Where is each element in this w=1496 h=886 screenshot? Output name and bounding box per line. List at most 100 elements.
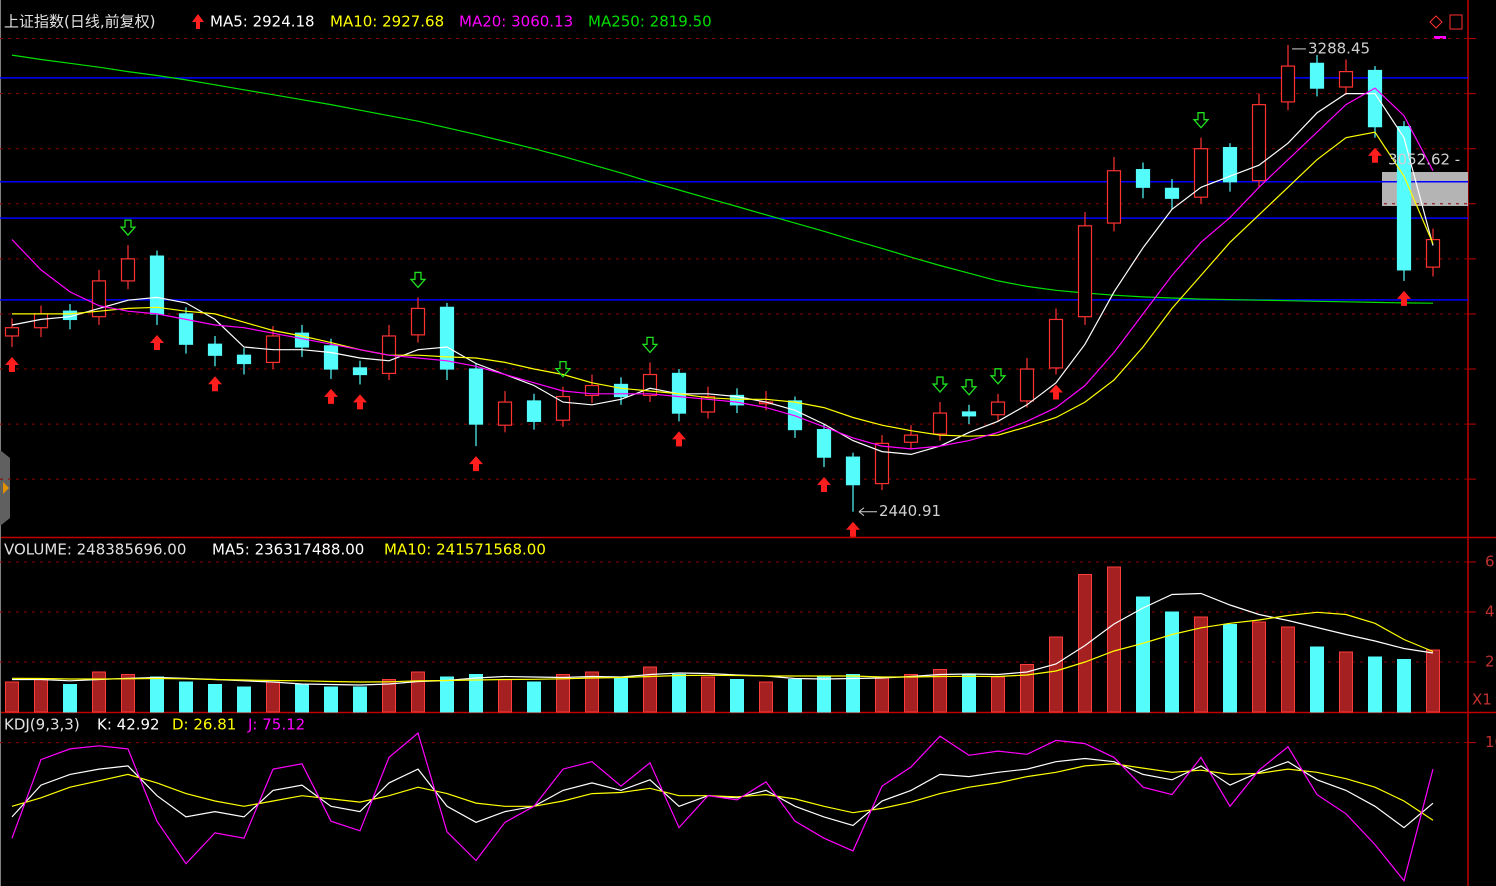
sell-signal: [641, 336, 659, 354]
toolbar-icon[interactable]: [1449, 14, 1463, 30]
sell-signal: [119, 219, 137, 237]
volume-bar: [730, 679, 744, 713]
candle-body: [1425, 238, 1441, 268]
y-unit-label: X1: [1472, 691, 1492, 709]
volume-bar: [5, 681, 19, 713]
buy-signal: [353, 394, 367, 410]
volume-bar: [817, 676, 831, 713]
candle-body: [352, 367, 368, 376]
sell-signal: [409, 271, 427, 289]
candle-body: [584, 384, 600, 397]
buy-signal: [1397, 290, 1411, 306]
candle-body: [1019, 368, 1035, 402]
volume-bar: [933, 669, 947, 713]
volume-bar: [1426, 649, 1440, 713]
volume-bar: [643, 666, 657, 713]
candle-body: [1222, 147, 1238, 183]
sell-signal: [1192, 112, 1210, 129]
volume-bar: [353, 686, 367, 713]
candle-body: [642, 373, 658, 397]
volume-bar: [92, 671, 106, 713]
volume-bar: [179, 681, 193, 713]
sell-signal: [960, 379, 978, 396]
y-tick-label: 2: [1485, 653, 1495, 671]
volume-bar: [1165, 611, 1179, 713]
ma-line: [11, 54, 1434, 304]
candle-body: [468, 368, 484, 425]
volume-bar: [150, 676, 164, 713]
price-highlight-box: [1382, 172, 1468, 206]
toolbar-mark: [1434, 36, 1446, 39]
candle-body: [1106, 170, 1122, 224]
side-tab-arrow: [3, 482, 9, 494]
candle-body: [4, 327, 20, 337]
candle-body: [410, 307, 426, 336]
y-tick-label: 100: [1485, 733, 1496, 751]
volume-bar: [788, 679, 802, 713]
kdj-line: [11, 763, 1434, 821]
candle-body: [1338, 70, 1354, 88]
chart-title: 上证指数(日线,前复权): [4, 13, 155, 31]
volume-bar: [1252, 621, 1266, 713]
volume-bar: [1223, 624, 1237, 713]
volume-bar: [208, 684, 222, 713]
volume-bar: [1368, 656, 1382, 713]
plot-layer: 3288.45 2440.91 3052.62 - 上证指数(日线,前复权) MA5: …: [0, 13, 1496, 883]
candle-body: [729, 394, 745, 406]
legend-entry: MA5: 236317488.00: [212, 541, 364, 559]
legend-entry: MA5: 2924.18: [210, 13, 315, 31]
candle-body: [932, 412, 948, 435]
candle-body: [323, 345, 339, 370]
volume-bar: [324, 686, 338, 713]
volume-bar: [121, 674, 135, 713]
legend-entry: MA250: 2819.50: [588, 13, 712, 31]
candle-body: [207, 343, 223, 356]
panel-title: KDJ(9,3,3): [4, 716, 80, 734]
high-annotation: 3288.45: [1308, 39, 1370, 57]
buy-signal: [208, 376, 222, 392]
volume-bar: [585, 671, 599, 713]
volume-bar: [1281, 626, 1295, 713]
buy-signal: [817, 477, 831, 493]
buy-signal: [5, 356, 19, 372]
legend-entry: K: 42.92: [97, 716, 160, 734]
candle-body: [700, 395, 716, 413]
candle-body: [874, 442, 890, 485]
header-arrow: [192, 14, 204, 29]
candle-body: [903, 434, 919, 443]
candle-body: [990, 401, 1006, 416]
volume-bar: [295, 684, 309, 713]
volume-bar: [237, 686, 251, 713]
candle-body: [1396, 126, 1412, 271]
sell-signal: [989, 368, 1007, 385]
candle-body: [497, 401, 513, 426]
toolbar-icon[interactable]: [1429, 15, 1443, 29]
volume-ma-line: [11, 611, 1434, 683]
buy-signal: [846, 521, 860, 537]
volume-bar: [1194, 616, 1208, 713]
low-annotation: 2440.91: [879, 502, 941, 520]
y-tick-label: 4: [1485, 603, 1495, 621]
candle-body: [120, 258, 136, 282]
legend-entry: MA20: 3060.13: [459, 13, 573, 31]
ma-line: [11, 93, 1434, 456]
volume-bar: [411, 671, 425, 713]
volume-bar: [527, 681, 541, 713]
candle-body: [961, 411, 977, 417]
candle-body: [816, 429, 832, 458]
buy-signal: [1368, 147, 1382, 163]
volume-ma-line: [12, 592, 1434, 686]
buy-signal: [1049, 384, 1063, 400]
volume-bar: [875, 676, 889, 713]
candle-body: [1164, 187, 1180, 199]
candle-body: [439, 306, 455, 370]
annotation-arrowhead: [858, 507, 865, 517]
volume-bar: [440, 676, 454, 713]
candle-body: [613, 383, 629, 398]
volume-bar: [1078, 574, 1092, 713]
candle-body: [1251, 104, 1267, 182]
candle-body: [1309, 62, 1325, 89]
y-tick-label: 6: [1485, 553, 1495, 571]
